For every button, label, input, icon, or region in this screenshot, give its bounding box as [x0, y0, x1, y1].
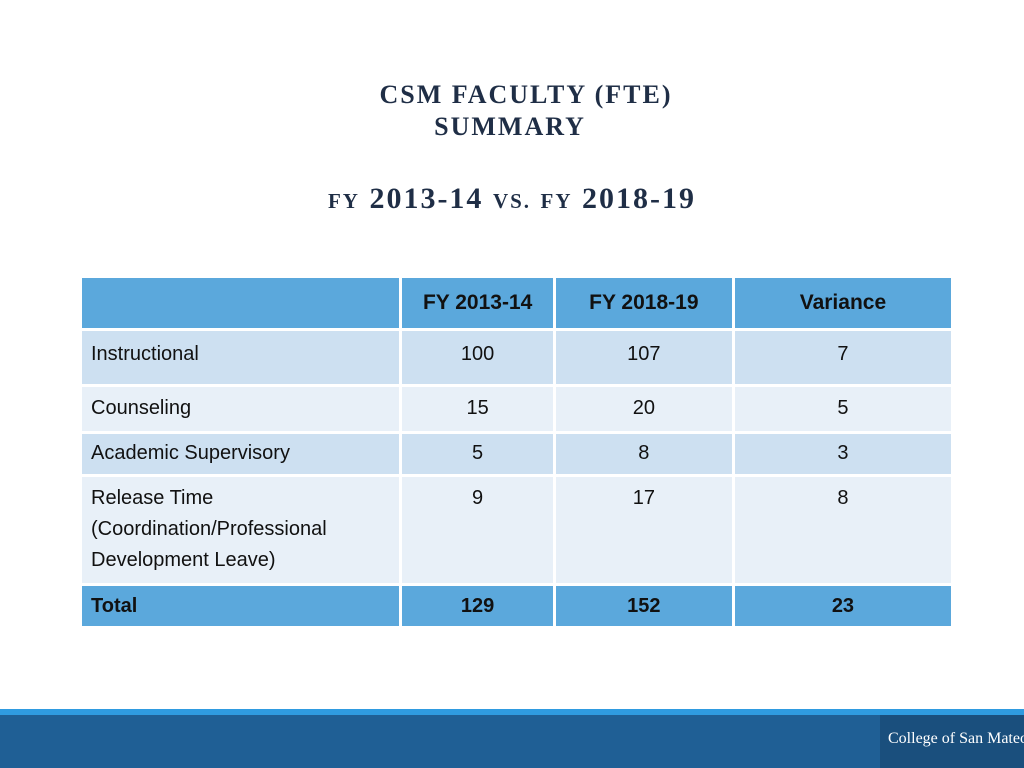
table-total-row: Total 129 152 23: [78, 583, 955, 629]
subtitle-fy2-year: 2018-19: [582, 182, 697, 215]
row-label: Academic Supervisory: [78, 431, 403, 477]
cell-fy2018: 17: [552, 474, 735, 586]
subtitle-fy2-prefix: FY: [540, 189, 573, 213]
cell-fy2013: 15: [399, 384, 556, 434]
row-label-line-2: (Coordination/Professional: [91, 518, 327, 540]
table-row: Release Time (Coordination/Professional …: [78, 474, 955, 586]
subtitle-fy1-prefix: FY: [327, 189, 360, 213]
cell-variance: 8: [731, 474, 955, 586]
footer-accent-line: [0, 709, 1024, 715]
cell-variance: 7: [731, 328, 955, 387]
cell-variance: 5: [731, 384, 955, 434]
slide-title-line-2: SUMMARY: [434, 112, 586, 141]
total-label: Total: [78, 583, 403, 629]
table-row: Counseling 15 20 5: [78, 384, 955, 434]
slide-subtitle: FY 2013-14 VS. FY 2018-19: [0, 182, 1024, 216]
faculty-summary-table: FY 2013-14 FY 2018-19 Variance Instructi…: [78, 275, 955, 629]
header-cell-variance: Variance: [731, 275, 955, 331]
cell-fy2013: 5: [399, 431, 556, 477]
table-row: Academic Supervisory 5 8 3: [78, 431, 955, 477]
cell-fy2018: 107: [552, 328, 735, 387]
footer-bar: [0, 715, 1024, 768]
header-cell-fy2018: FY 2018-19: [552, 275, 735, 331]
subtitle-vs: VS.: [492, 189, 532, 213]
cell-fy2018: 20: [552, 384, 735, 434]
table-row: Instructional 100 107 7: [78, 328, 955, 387]
total-fy2013: 129: [399, 583, 556, 629]
row-label-line-3: Development Leave): [91, 549, 276, 571]
slide-title-line-1: CSM FACULTY (FTE): [379, 80, 673, 109]
slide-title-block: CSM FACULTY (FTE) SUMMARY FY 2013-14 VS.…: [0, 0, 1024, 240]
college-logo-text: College of San Mateo: [888, 730, 1024, 747]
total-fy2018: 152: [552, 583, 735, 629]
header-cell-fy2013: FY 2013-14: [399, 275, 556, 331]
header-cell-empty: [78, 275, 403, 331]
row-label: Release Time (Coordination/Professional …: [78, 474, 403, 586]
subtitle-fy1-year: 2013-14: [369, 182, 484, 215]
cell-fy2013: 9: [399, 474, 556, 586]
total-variance: 23: [731, 583, 955, 629]
cell-fy2018: 8: [552, 431, 735, 477]
cell-variance: 3: [731, 431, 955, 477]
cell-fy2013: 100: [399, 328, 556, 387]
table-header-row: FY 2013-14 FY 2018-19 Variance: [78, 275, 955, 331]
row-label-line-1: Release Time: [91, 487, 214, 509]
college-logo: College of San Mateo: [880, 715, 1024, 768]
row-label: Instructional: [78, 328, 403, 387]
row-label: Counseling: [78, 384, 403, 434]
